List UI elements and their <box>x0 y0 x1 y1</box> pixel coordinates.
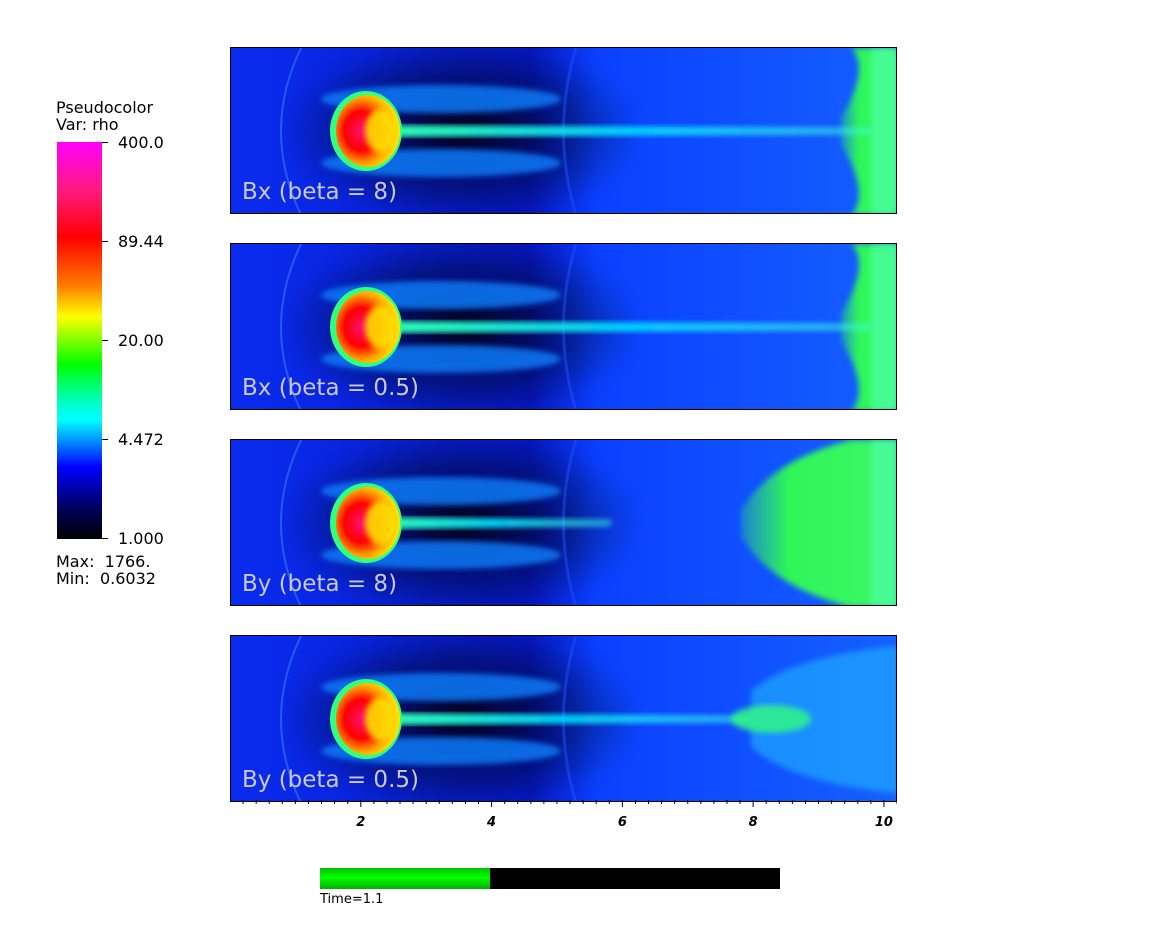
density-panel-3: By (beta = 8) <box>230 439 897 606</box>
colorbar-tick <box>102 538 108 539</box>
density-panel-2: Bx (beta = 0.5) <box>230 243 897 410</box>
density-field <box>231 48 896 213</box>
colorbar-tick-label: 89.44 <box>118 232 164 251</box>
x-tick-label: 8 <box>749 815 758 830</box>
time-progress-fill <box>320 868 491 889</box>
time-progress-bar <box>320 868 780 889</box>
density-field <box>231 440 896 605</box>
time-label: Time=1.1 <box>320 892 384 907</box>
legend-variable: Var: rho <box>56 115 119 134</box>
panel-label: By (beta = 0.5) <box>242 767 419 793</box>
x-tick-label: 6 <box>618 815 627 830</box>
x-tick-label: 2 <box>356 815 365 830</box>
panel-label: Bx (beta = 8) <box>242 179 398 205</box>
colorbar-gradient <box>57 142 102 539</box>
density-panel-1: Bx (beta = 8) <box>230 47 897 214</box>
colorbar-tick-label: 1.000 <box>118 529 164 548</box>
colorbar-tick-label: 400.0 <box>118 133 164 152</box>
colorbar-tick <box>102 142 108 143</box>
colorbar-tick-label: 4.472 <box>118 430 164 449</box>
x-tick-label: 4 <box>486 815 496 830</box>
x-tick-label: 10 <box>875 815 893 830</box>
density-field <box>231 244 896 409</box>
colorbar-tick <box>102 340 108 341</box>
colorbar-tick <box>102 439 108 440</box>
density-field <box>231 636 896 801</box>
colorbar-legend: Pseudocolor Var: rho 400.0 89.44 20.00 4… <box>0 0 230 600</box>
panel-label: By (beta = 8) <box>242 571 398 597</box>
colorbar-tick-label: 20.00 <box>118 331 164 350</box>
data-min: Min: 0.6032 <box>56 569 156 588</box>
x-axis: 2 4 6 8 10 <box>242 800 897 830</box>
panel-label: Bx (beta = 0.5) <box>242 375 419 401</box>
density-panel-4: By (beta = 0.5) <box>230 635 897 802</box>
colorbar-tick <box>102 241 108 242</box>
data-max: Max: 1766. <box>56 552 151 571</box>
legend-title: Pseudocolor <box>56 98 154 117</box>
